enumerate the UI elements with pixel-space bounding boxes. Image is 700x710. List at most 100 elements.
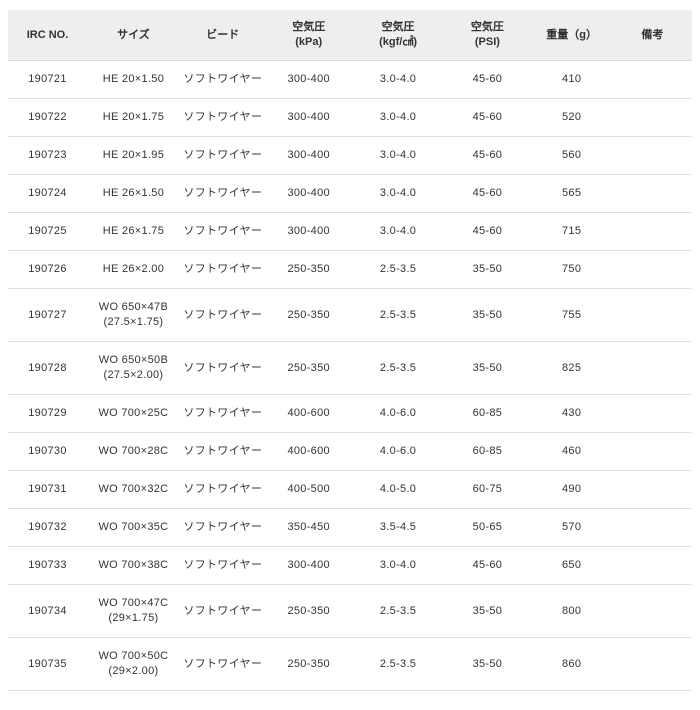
cell-remarks xyxy=(612,432,692,471)
cell-pressure-kgf-value: 3.0-4.0 xyxy=(379,225,417,237)
cell-size-value: WO 700×25C xyxy=(98,407,169,419)
cell-size-note: (29×2.00) xyxy=(108,665,159,677)
cell-bead: ソフトワイヤー xyxy=(179,288,266,342)
cell-size: WO 700×47C (29×1.75) xyxy=(87,584,180,638)
cell-weight: 715 xyxy=(530,212,613,251)
cell-pressure-kgf-value: 2.5-3.5 xyxy=(379,308,417,321)
cell-weight: 800 xyxy=(530,584,613,638)
cell-size: HE 20×1.75 xyxy=(87,98,180,137)
cell-pressure-kpa-value: 250-350 xyxy=(287,657,330,670)
cell-pressure-kgf-value: 4.0-5.0 xyxy=(379,483,417,495)
cell-bead: ソフトワイヤー xyxy=(179,341,266,395)
cell-irc-no: 190723 xyxy=(8,136,88,175)
cell-pressure-psi: 35-50 xyxy=(444,250,531,289)
table-row: 190721 HE 20×1.50 ソフトワイヤー 300-400 3.0-4.0 45-… xyxy=(8,60,692,99)
cell-irc-no: 190732 xyxy=(8,508,88,547)
cell-pressure-kgf: 3.0-4.0 xyxy=(351,60,445,99)
cell-pressure-kgf: 2.5-3.5 xyxy=(351,250,445,289)
cell-bead-value: ソフトワイヤー xyxy=(183,657,263,670)
cell-irc-no: 190733 xyxy=(8,546,88,585)
cell-pressure-kgf: 3.0-4.0 xyxy=(351,98,445,137)
cell-pressure-kgf: 3.5-4.5 xyxy=(351,508,445,547)
cell-pressure-kpa-value: 300-400 xyxy=(287,149,330,161)
cell-pressure-kgf-value: 2.5-3.5 xyxy=(379,657,417,670)
cell-pressure-psi-value: 60-85 xyxy=(472,407,503,419)
cell-pressure-kgf: 3.0-4.0 xyxy=(351,136,445,175)
cell-pressure-kgf-value: 4.0-6.0 xyxy=(379,445,417,457)
cell-pressure-psi: 45-60 xyxy=(444,174,531,213)
cell-bead: ソフトワイヤー xyxy=(179,546,266,585)
cell-weight: 520 xyxy=(530,98,613,137)
cell-size-value: HE 20×1.50 xyxy=(102,73,165,85)
cell-size-value: WO 700×47C xyxy=(98,597,169,609)
cell-size: WO 700×50C (29×2.00) xyxy=(87,637,180,691)
cell-pressure-psi: 45-60 xyxy=(444,60,531,99)
cell-remarks xyxy=(612,136,692,175)
cell-size: WO 700×25C xyxy=(87,394,180,433)
cell-remarks xyxy=(612,60,692,99)
col-header-label: 重量（g） xyxy=(546,28,597,41)
cell-pressure-kpa-value: 300-400 xyxy=(287,187,330,199)
cell-pressure-psi: 45-60 xyxy=(444,212,531,251)
cell-pressure-kgf-value: 2.5-3.5 xyxy=(379,361,417,374)
cell-weight: 860 xyxy=(530,637,613,691)
cell-remarks xyxy=(612,174,692,213)
cell-irc-no-value: 190734 xyxy=(28,604,67,617)
cell-irc-no: 190731 xyxy=(8,470,88,509)
cell-pressure-psi-value: 45-60 xyxy=(472,111,503,123)
cell-size-note: (27.5×2.00) xyxy=(103,369,164,381)
cell-bead: ソフトワイヤー xyxy=(179,250,266,289)
cell-size: WO 650×50B (27.5×2.00) xyxy=(87,341,180,395)
cell-remarks xyxy=(612,341,692,395)
table-row: 190725 HE 26×1.75 ソフトワイヤー 300-400 3.0-4.0 45-… xyxy=(8,212,692,251)
table-row: 190730 WO 700×28C ソフトワイヤー 400-600 4.0-6.0 60-… xyxy=(8,432,692,471)
cell-irc-no-value: 190726 xyxy=(28,263,67,275)
cell-irc-no-value: 190723 xyxy=(28,149,67,161)
cell-bead-value: ソフトワイヤー xyxy=(183,521,263,533)
cell-pressure-kgf: 2.5-3.5 xyxy=(351,341,445,395)
cell-size: WO 700×38C xyxy=(87,546,180,585)
cell-bead-value: ソフトワイヤー xyxy=(183,263,263,275)
cell-remarks xyxy=(612,288,692,342)
col-header-label: IRC NO. xyxy=(26,28,69,41)
cell-pressure-psi: 60-75 xyxy=(444,470,531,509)
cell-pressure-kgf: 2.5-3.5 xyxy=(351,584,445,638)
cell-pressure-kpa: 400-600 xyxy=(265,394,352,433)
cell-weight-value: 410 xyxy=(561,73,582,85)
cell-irc-no-value: 190721 xyxy=(28,73,67,85)
cell-bead-value: ソフトワイヤー xyxy=(183,604,263,617)
cell-weight-value: 650 xyxy=(561,559,582,571)
cell-size: HE 26×2.00 xyxy=(87,250,180,289)
cell-weight-value: 825 xyxy=(561,361,582,374)
cell-remarks xyxy=(612,546,692,585)
cell-weight: 825 xyxy=(530,341,613,395)
cell-pressure-psi-value: 35-50 xyxy=(472,263,503,275)
cell-pressure-kpa: 300-400 xyxy=(265,60,352,99)
cell-irc-no: 190727 xyxy=(8,288,88,342)
cell-irc-no: 190728 xyxy=(8,341,88,395)
cell-pressure-psi-value: 45-60 xyxy=(472,149,503,161)
table-row: 190727 WO 650×47B (27.5×1.75) ソフトワイヤー 250-35… xyxy=(8,288,692,342)
cell-pressure-kgf-value: 3.0-4.0 xyxy=(379,73,417,85)
cell-weight: 565 xyxy=(530,174,613,213)
cell-irc-no-value: 190731 xyxy=(28,483,67,495)
cell-bead-value: ソフトワイヤー xyxy=(183,111,263,123)
table-row: 190723 HE 20×1.95 ソフトワイヤー 300-400 3.0-4.0 45-… xyxy=(8,136,692,175)
cell-irc-no: 190726 xyxy=(8,250,88,289)
cell-pressure-kgf: 3.0-4.0 xyxy=(351,546,445,585)
cell-weight: 750 xyxy=(530,250,613,289)
cell-pressure-psi-value: 35-50 xyxy=(472,604,503,617)
col-header-label: 空気圧 xyxy=(292,21,326,33)
cell-size-value: WO 700×35C xyxy=(98,521,169,533)
table-row: 190728 WO 650×50B (27.5×2.00) ソフトワイヤー 250-35… xyxy=(8,341,692,395)
cell-pressure-kpa-value: 400-500 xyxy=(287,483,330,495)
cell-size-value: WO 700×32C xyxy=(98,483,169,495)
cell-remarks xyxy=(612,470,692,509)
cell-pressure-kpa-value: 400-600 xyxy=(287,445,330,457)
cell-weight: 755 xyxy=(530,288,613,342)
cell-irc-no-value: 190727 xyxy=(28,308,67,321)
cell-pressure-psi-value: 50-65 xyxy=(472,521,503,533)
cell-pressure-kpa: 300-400 xyxy=(265,212,352,251)
cell-size-value: WO 700×28C xyxy=(98,445,169,457)
cell-pressure-kgf: 4.0-6.0 xyxy=(351,432,445,471)
